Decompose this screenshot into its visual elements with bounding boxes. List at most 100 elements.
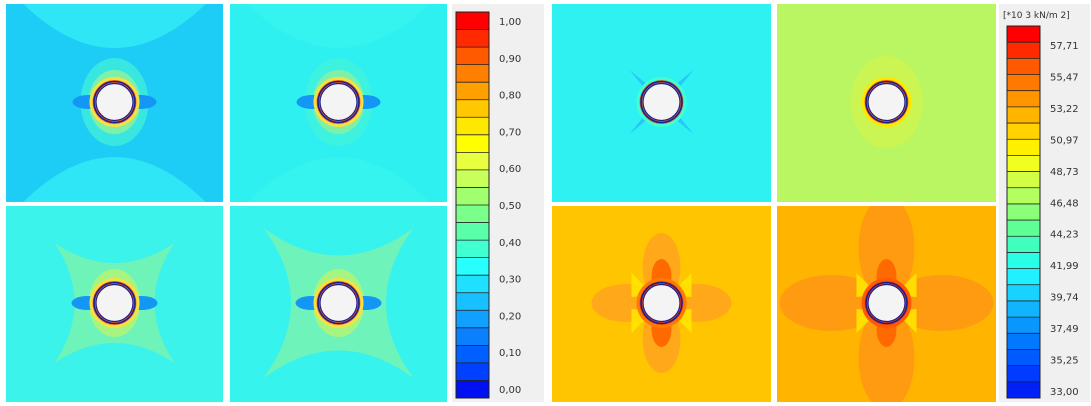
colorbar-tick-label: 41,99 [1050, 261, 1079, 272]
lining-outline [640, 80, 683, 124]
colorbar-tick-label: 0,90 [499, 54, 521, 65]
colorbar-band [456, 12, 489, 31]
colorbar-band [456, 362, 489, 381]
colorbar-band [1007, 317, 1040, 334]
colorbar-tick-label: 48,73 [1050, 167, 1079, 178]
colorbar-band [1007, 203, 1040, 221]
contour-plot [552, 4, 771, 202]
colorbar-band [456, 380, 489, 399]
colorbar-tick-label: 53,22 [1050, 104, 1079, 115]
colorbar-band [456, 275, 489, 294]
colorbar-tick-label: 57,71 [1050, 41, 1079, 52]
contour-panel-8 [777, 206, 996, 402]
tunnel-opening [642, 82, 681, 122]
contour-panel-1 [6, 4, 223, 202]
colorbar-tick-label: 35,25 [1050, 356, 1079, 367]
colorbar-band [456, 169, 489, 188]
contour-lobe [858, 306, 915, 402]
contour-plot [777, 4, 996, 202]
lining-outline [865, 281, 908, 325]
tunnel-opening [867, 82, 906, 122]
colorbar-band [456, 134, 489, 153]
colorbar-band [456, 117, 489, 136]
colorbar-band [456, 257, 489, 276]
colorbar-unit-label: [*10 3 kN/m 2] [1003, 11, 1070, 21]
colorbar-band [1007, 284, 1040, 302]
colorbar-band [1007, 26, 1040, 43]
contour-panel-7 [552, 206, 771, 402]
lining-outline [865, 80, 908, 124]
colorbar-tick-label: 46,48 [1050, 198, 1079, 209]
colorbar-legend-1: 1,00 0,90 0,80 0,70 0,60 0,50 0,40 0,30 0,20 0,10… [452, 4, 544, 402]
colorbar-band [456, 345, 489, 364]
colorbar-tick-label: 39,74 [1050, 293, 1079, 304]
colorbar-band [456, 205, 489, 224]
colorbar-tick-label: 50,97 [1050, 135, 1079, 146]
colorbar-band [456, 29, 489, 48]
colorbar-band [1007, 187, 1040, 205]
lining-outline [640, 281, 683, 325]
colorbar-band [456, 187, 489, 206]
colorbar: 57,71 55,47 53,22 50,97 48,73 46,48 44,23 41,99… [1003, 11, 1079, 399]
colorbar-band [1007, 252, 1040, 270]
colorbar-tick-label: 33,00 [1050, 387, 1079, 398]
colorbar: 1,00 0,90 0,80 0,70 0,60 0,50 0,40 0,30 0,20 0,10… [455, 11, 521, 399]
contour-panel-4 [230, 206, 447, 402]
contour-plot [6, 4, 223, 202]
contour-region [23, 157, 206, 202]
colorbar-band [1007, 74, 1040, 92]
contour-lobe [858, 206, 915, 300]
colorbar-tick-label: 0,50 [499, 201, 521, 212]
lining-outline [317, 281, 360, 325]
colorbar-band [456, 64, 489, 83]
colorbar-band [1007, 123, 1040, 140]
colorbar-tick-label: 55,47 [1050, 72, 1079, 83]
contour-panel-5 [552, 4, 771, 202]
colorbar-band [456, 240, 489, 259]
contour-plot [230, 206, 447, 402]
colorbar-band [1007, 365, 1040, 383]
lining-outline [93, 281, 136, 325]
colorbar-band [1007, 106, 1040, 124]
colorbar-band [456, 82, 489, 101]
colorbar-tick-label: 0,10 [499, 348, 521, 359]
colorbar-tick-label: 0,30 [499, 275, 521, 286]
colorbar-tick-label: 0,70 [499, 127, 521, 138]
colorbar-band [1007, 139, 1040, 156]
contour-plot [777, 206, 996, 402]
colorbar-band [1007, 171, 1040, 189]
lining-outline [93, 80, 136, 124]
colorbar-band [456, 222, 489, 241]
tunnel-opening [642, 283, 681, 323]
contour-panel-3 [6, 206, 223, 402]
colorbar-legend-2: 57,71 55,47 53,22 50,97 48,73 46,48 44,23 41,99… [999, 4, 1090, 402]
colorbar-band [1007, 300, 1040, 318]
colorbar-band [1007, 381, 1040, 399]
colorbar-tick-label: 37,49 [1050, 324, 1079, 335]
colorbar-band [456, 99, 489, 118]
colorbar-tick-label: 1,00 [499, 17, 521, 28]
colorbar-band [456, 152, 489, 171]
colorbar-band [1007, 155, 1040, 173]
contour-plot [6, 206, 223, 402]
colorbar-band [456, 292, 489, 311]
colorbar-band [456, 327, 489, 346]
colorbar-band [1007, 333, 1040, 350]
colorbar-band [1007, 236, 1040, 253]
tunnel-opening [867, 283, 906, 323]
lining-outline [317, 80, 360, 124]
tunnel-opening [95, 82, 134, 122]
colorbar-band [1007, 220, 1040, 237]
colorbar-frame [455, 11, 490, 399]
colorbar-tick-label: 0,80 [499, 91, 521, 102]
colorbar-tick-label: 0,20 [499, 311, 521, 322]
tunnel-opening [95, 283, 134, 323]
contour-plot [230, 4, 447, 202]
contour-region [247, 4, 430, 48]
tunnel-opening [319, 82, 358, 122]
colorbar-tick-label: 0,60 [499, 164, 521, 175]
colorbar-band [1007, 349, 1040, 367]
colorbar-band [1007, 42, 1040, 59]
colorbar-tick-label: 0,40 [499, 238, 521, 249]
colorbar-frame [1006, 25, 1041, 399]
